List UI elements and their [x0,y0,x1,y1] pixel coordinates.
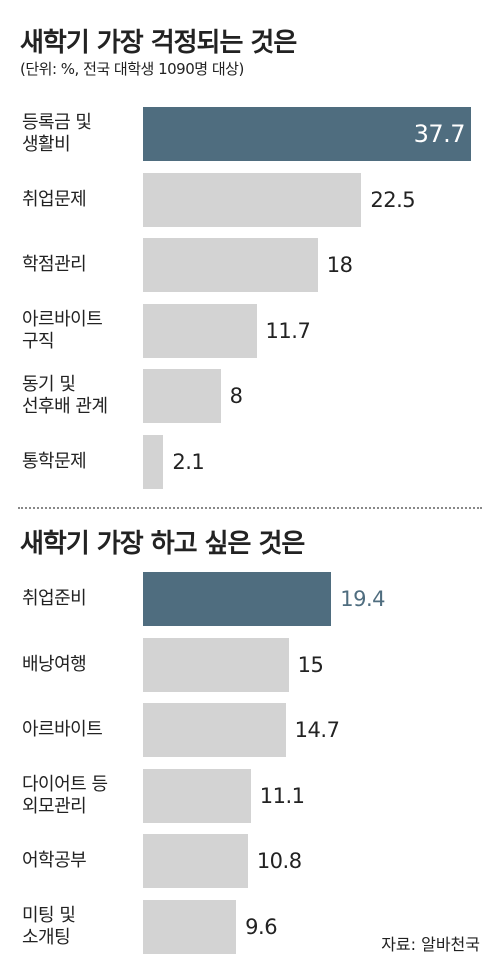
source: 자료: 알바천국 [381,935,480,954]
bar [143,369,221,424]
value-label: 9.6 [245,915,278,939]
category-label: 통학문제 [22,451,87,472]
bar [143,303,257,358]
value-label: 10.8 [256,849,302,874]
bar [143,572,332,626]
bar [143,703,286,758]
category-label: 학점관리 [22,254,87,276]
category-label: 아르바이트 구직 [22,308,103,352]
value-label: 2.1 [172,450,205,474]
category-label: 등록금 및 생활비 [22,112,92,155]
value-label: 22.5 [370,187,416,212]
bar [143,637,289,692]
bar [143,435,164,489]
category-label: 배낭여행 [22,653,87,675]
value-label: 8 [229,384,243,409]
chart-title: 새학기 가장 하고 싶은 것은 [20,529,305,559]
category-label: 취업문제 [22,188,87,210]
bar [143,834,248,889]
category-label: 취업준비 [22,588,87,609]
value-label: 14.7 [294,718,340,743]
category-label: 아르바이트 [22,719,103,741]
value-label: 37.7 [413,120,466,148]
bar [143,172,362,227]
value-label: 19.4 [340,587,386,611]
bar [143,768,251,823]
chart-title: 새학기 가장 걱정되는 것은 [20,28,297,58]
value-label: 11.1 [259,783,305,808]
chart-subtitle: (단위: %, 전국 대학생 1090명 대상) [20,60,244,78]
value-label: 11.7 [265,318,311,343]
value-label: 15 [297,652,324,677]
category-label: 동기 및 선후배 관계 [22,374,108,418]
bar [143,900,237,954]
separator [18,507,482,509]
bar [143,107,471,161]
category-label: 어학공부 [22,850,87,872]
bar [143,238,318,293]
value-label: 18 [326,253,353,278]
category-label: 미팅 및 소개팅 [22,905,76,948]
category-label: 다이어트 등 외모관리 [22,773,108,817]
